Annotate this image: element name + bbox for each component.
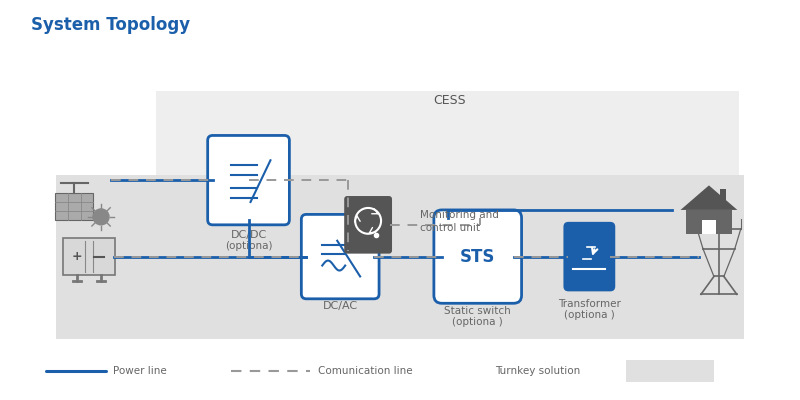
Text: System Topology: System Topology [31, 16, 190, 34]
Text: (optiona ): (optiona ) [564, 310, 614, 320]
FancyBboxPatch shape [344, 196, 392, 254]
Bar [702, 220, 716, 234]
Polygon shape [55, 193, 93, 220]
FancyBboxPatch shape [156, 91, 739, 339]
Text: (optiona ): (optiona ) [452, 317, 503, 327]
Text: DC/DC: DC/DC [230, 230, 266, 240]
Text: STS: STS [460, 248, 495, 266]
FancyBboxPatch shape [302, 214, 379, 299]
Text: Static switch: Static switch [444, 306, 511, 316]
Text: Transformer: Transformer [558, 299, 621, 309]
Bar [720, 189, 726, 202]
FancyBboxPatch shape [208, 136, 290, 225]
Text: control unit: control unit [420, 223, 480, 233]
Text: DC/AC: DC/AC [322, 301, 358, 311]
Text: CESS: CESS [434, 94, 466, 107]
Text: +: + [72, 250, 82, 263]
FancyBboxPatch shape [434, 210, 522, 303]
Bar [626, 360, 714, 382]
Text: Comunication line: Comunication line [318, 366, 413, 376]
Text: Power line: Power line [113, 366, 166, 376]
FancyBboxPatch shape [56, 175, 744, 339]
Text: (optiona): (optiona) [225, 241, 272, 251]
Bar [686, 210, 732, 234]
Text: Monitoring and: Monitoring and [420, 210, 499, 220]
Circle shape [93, 209, 109, 225]
FancyBboxPatch shape [63, 238, 115, 276]
Text: Turnkey solution: Turnkey solution [494, 366, 580, 376]
Polygon shape [681, 186, 738, 210]
FancyBboxPatch shape [563, 222, 615, 291]
